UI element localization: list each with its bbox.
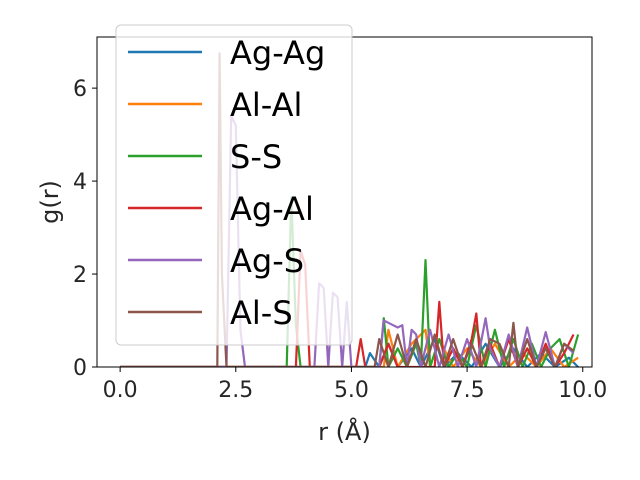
x-tick-label: 10.0 <box>558 378 607 403</box>
series-line-3 <box>120 249 575 367</box>
legend: Ag-Ag Al-Al S-S Ag-Al Ag-S Al-S <box>115 24 353 346</box>
series-line-1 <box>120 328 579 367</box>
legend-label-3: Ag-Al <box>230 190 314 228</box>
y-tick-label: 4 <box>73 170 87 195</box>
legend-label-2: S-S <box>230 138 282 176</box>
y-tick-label: 0 <box>73 356 87 381</box>
y-ticks: 0 2 4 6 <box>73 77 97 381</box>
legend-label-1: Al-Al <box>230 86 302 124</box>
y-tick-label: 6 <box>73 77 87 102</box>
x-tick-label: 0.0 <box>103 378 138 403</box>
x-tick-label: 2.5 <box>218 378 253 403</box>
legend-label-4: Ag-S <box>230 242 304 280</box>
legend-label-5: Al-S <box>230 294 293 332</box>
y-tick-label: 2 <box>73 263 87 288</box>
series-line-5 <box>120 52 575 367</box>
x-tick-label: 5.0 <box>334 378 369 403</box>
legend-label-0: Ag-Ag <box>230 34 325 72</box>
x-tick-label: 7.5 <box>450 378 485 403</box>
y-axis-label: g(r) <box>36 180 64 224</box>
x-ticks: 0.0 2.5 5.0 7.5 10.0 <box>103 367 607 403</box>
x-axis-label: r (Å) <box>318 417 371 446</box>
